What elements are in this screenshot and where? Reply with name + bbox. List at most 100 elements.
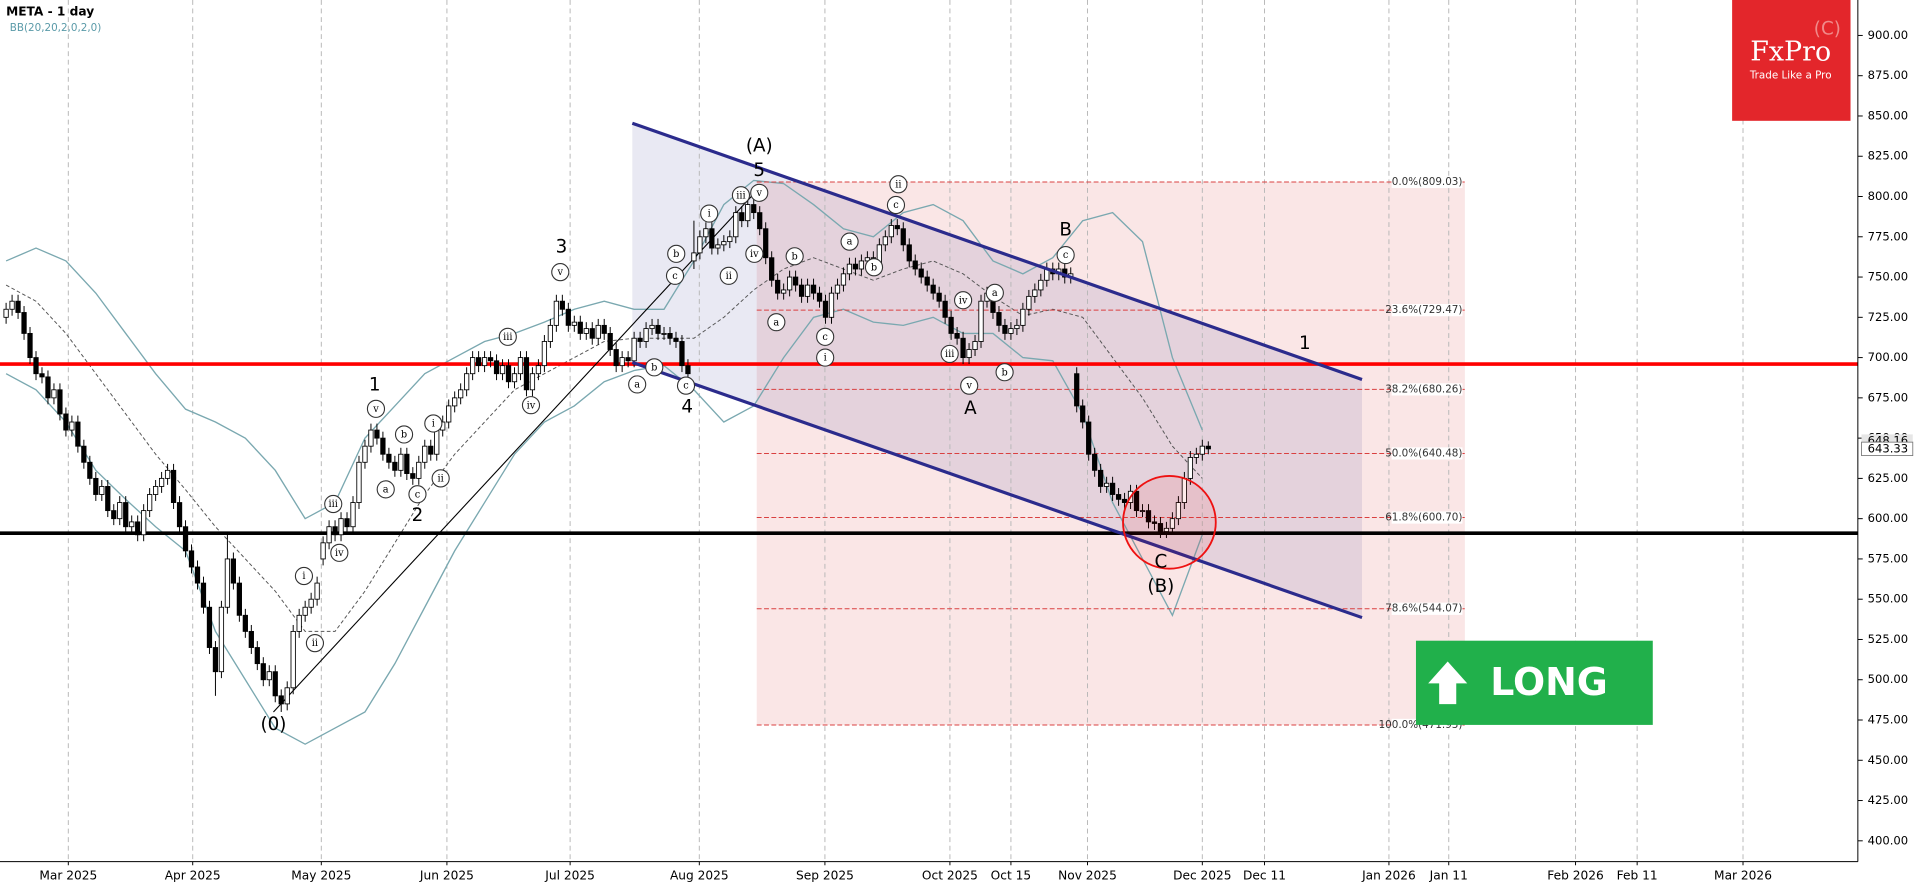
- candle-body: [727, 236, 733, 243]
- wave-circle: [628, 375, 647, 394]
- wave-circled-label: a: [773, 317, 779, 328]
- wave-label: 3: [556, 237, 568, 258]
- candle-body: [416, 461, 422, 479]
- fib-label: 38.2%(680.26): [1385, 383, 1462, 395]
- x-tick-label: Dec 11: [1243, 869, 1286, 883]
- candle-body: [505, 365, 512, 383]
- bollinger-upper: [5, 179, 1203, 520]
- candle-body: [147, 494, 153, 512]
- candle-body: [230, 558, 237, 584]
- candle-body: [93, 477, 99, 495]
- candle-body: [1008, 328, 1014, 334]
- candle-body: [332, 526, 338, 536]
- wave-circle: [816, 348, 835, 367]
- candle-body: [368, 429, 374, 447]
- wave-label: (A): [746, 135, 773, 156]
- candle-body: [547, 324, 554, 342]
- candle-body: [733, 212, 739, 238]
- highlight-circle: [1122, 475, 1217, 570]
- y-tick-label: 475.00: [1868, 713, 1909, 727]
- candle-body: [918, 268, 924, 278]
- wave-circle: [645, 358, 664, 377]
- fib-label-bg: [1391, 383, 1463, 396]
- wave-circle: [940, 344, 959, 364]
- candle-body: [828, 292, 835, 318]
- candle-body: [117, 502, 123, 520]
- wave-circled-label: a: [992, 288, 998, 299]
- candle-body: [452, 397, 458, 407]
- wave-circle: [731, 186, 751, 205]
- candle-body: [1080, 405, 1086, 423]
- wave-label: A: [964, 398, 977, 419]
- wave-circled-label: iii: [945, 349, 954, 360]
- candle-body: [511, 373, 518, 383]
- candle-body: [709, 228, 715, 249]
- candle-body: [344, 518, 350, 528]
- candle-body: [972, 341, 978, 350]
- candle-body: [278, 695, 284, 705]
- fib-label-bg: [1391, 511, 1463, 524]
- y-tick-label: 800.00: [1868, 189, 1909, 203]
- wave-circled-label: v: [372, 404, 379, 415]
- y-tick-label: 675.00: [1868, 390, 1909, 404]
- y-tick-label: 900.00: [1868, 28, 1909, 42]
- x-tick-label: Mar 2026: [1714, 869, 1772, 883]
- candle-body: [105, 486, 111, 512]
- candle-body: [33, 357, 39, 375]
- candle-body: [517, 357, 524, 375]
- candle-body: [1020, 308, 1026, 326]
- signal-arrow: [1428, 661, 1468, 705]
- wave-circle: [889, 175, 908, 194]
- x-tick-label: Oct 15: [991, 869, 1031, 883]
- x-tick-label: Mar 2025: [39, 869, 97, 883]
- wave-circle: [330, 543, 349, 562]
- candle-body: [697, 236, 703, 254]
- candle-body: [655, 324, 661, 334]
- wave-circle: [498, 327, 517, 346]
- candle-body: [763, 228, 769, 259]
- wave-circled-label: b: [1001, 367, 1007, 378]
- wave-circled-label: b: [792, 251, 798, 262]
- x-tick-label: Apr 2025: [165, 869, 221, 883]
- candle-body: [493, 360, 500, 375]
- candle-body: [135, 521, 141, 536]
- candle-body: [176, 502, 183, 528]
- price-tag: [1861, 441, 1914, 457]
- wave-circle: [886, 195, 906, 215]
- candle-body: [499, 365, 506, 375]
- logo-box: [1732, 0, 1851, 121]
- wave-circled-label: i: [432, 419, 435, 430]
- fib-label: 78.6%(544.07): [1385, 603, 1462, 615]
- candle-body: [446, 405, 452, 423]
- candle-body: [141, 510, 147, 536]
- wave-circled-label: iii: [736, 190, 745, 201]
- candle-body: [792, 276, 799, 286]
- candle-body: [661, 332, 667, 335]
- channel-upper: [631, 121, 1363, 381]
- candle-body: [1193, 453, 1199, 458]
- candle-body: [1151, 521, 1158, 524]
- price-axis-bg: [1857, 0, 1914, 862]
- candle-body: [804, 284, 811, 297]
- candle-body: [577, 321, 583, 334]
- candle-body: [1098, 469, 1104, 487]
- candle-body: [158, 477, 165, 487]
- candle-body: [822, 300, 829, 318]
- wave-label: 2: [412, 505, 424, 526]
- candle-body: [356, 461, 362, 503]
- candle-body: [1205, 445, 1211, 450]
- wave-circle: [785, 247, 804, 266]
- candle-body: [314, 582, 320, 600]
- wave-circled-label: c: [415, 489, 421, 500]
- candle-body: [745, 204, 751, 222]
- candle-body: [57, 389, 63, 415]
- candle-body: [27, 332, 33, 359]
- wave-circle: [676, 376, 696, 395]
- logo-name: FxPro: [1750, 37, 1831, 68]
- candle-body: [1092, 453, 1098, 471]
- candle-body: [565, 308, 571, 326]
- wave-circled-label: c: [893, 200, 899, 211]
- wave-label: (C): [1814, 18, 1841, 39]
